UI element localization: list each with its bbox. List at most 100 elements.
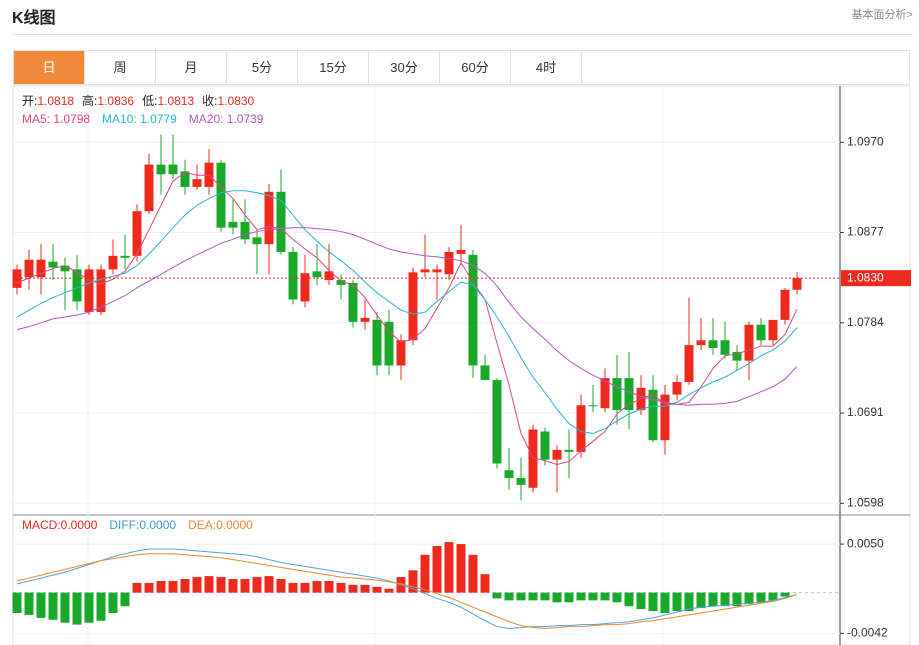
macd-bar: [48, 592, 58, 620]
macd-bar: [420, 554, 430, 593]
macd-bar: [648, 592, 658, 612]
candle-body: [768, 319, 778, 341]
last-price-box: [841, 270, 911, 287]
period-tabs: 日周月 5分 15分 30分 60分 4时: [13, 50, 910, 85]
macd-bar: [12, 592, 22, 613]
ma-info-item: MA20: 1.0739: [189, 112, 264, 126]
macd-bar: [372, 586, 382, 593]
candle-body: [456, 250, 466, 254]
macd-bar: [288, 582, 298, 593]
candle-body: [720, 340, 730, 355]
ohlc-info-value: 1.0836: [97, 94, 134, 108]
period-tab[interactable]: 30分: [369, 51, 440, 84]
candle-body: [468, 254, 478, 366]
ma-line: [16, 171, 798, 465]
candle-body: [216, 162, 226, 228]
macd-bar: [768, 592, 778, 601]
header-rule: [12, 34, 913, 35]
period-tab[interactable]: 日: [14, 51, 85, 84]
macd-bar: [624, 592, 634, 607]
candle-body: [192, 179, 202, 187]
macd-bar: [276, 579, 286, 593]
macd-bar: [744, 592, 754, 605]
candle-body: [420, 269, 430, 273]
candle-body: [276, 191, 286, 252]
ohlc-info: 开:1.0818 高:1.0836 低:1.0813 收:1.0830: [22, 93, 255, 108]
macd-line: [16, 553, 798, 630]
macd-info: MACD:0.0000 DIFF:0.0000 DEA:0.0000: [22, 518, 253, 532]
candle-body: [708, 340, 718, 349]
candle-body: [408, 272, 418, 341]
candle-body: [516, 478, 526, 485]
macd-bar: [84, 592, 94, 623]
candle-body: [24, 259, 34, 278]
candle-body: [132, 211, 142, 256]
period-tab[interactable]: 15分: [298, 51, 369, 84]
candle-body: [168, 164, 178, 175]
candle-body: [180, 171, 190, 187]
macd-bar: [708, 592, 718, 607]
macd-bar: [384, 588, 394, 593]
macd-bar: [156, 580, 166, 593]
y-tick-label: -0.0042: [847, 626, 888, 640]
macd-bar: [348, 584, 358, 593]
candle-body: [600, 378, 610, 409]
candle-body: [612, 378, 622, 411]
macd-bar: [132, 582, 142, 593]
last-price-label: 1.0830: [847, 270, 884, 284]
macd-bar: [324, 580, 334, 593]
fundamental-link[interactable]: 基本面分析>: [851, 9, 913, 21]
candle-body: [48, 261, 58, 268]
macd-bar: [576, 592, 586, 601]
candle-body: [156, 164, 166, 175]
candle-body: [336, 280, 346, 285]
candle-body: [528, 429, 538, 488]
candle-body: [84, 269, 94, 313]
period-tab[interactable]: 5分: [227, 51, 298, 84]
macd-bar: [120, 592, 130, 607]
period-tab[interactable]: 4时: [511, 51, 582, 84]
period-tab[interactable]: 周: [85, 51, 156, 84]
macd-bar: [180, 579, 190, 593]
macd-bar: [504, 592, 514, 601]
ohlc-info-label: 开:: [22, 94, 37, 108]
macd-bar: [216, 577, 226, 593]
y-tick-label: 1.0970: [847, 134, 884, 148]
candle-body: [96, 269, 106, 313]
candle-body: [684, 345, 694, 382]
ma-info-item: MA10: 1.0779: [102, 112, 177, 126]
candle-body: [492, 380, 502, 464]
macd-bar: [672, 592, 682, 612]
macd-bar: [480, 574, 490, 593]
macd-bar: [468, 554, 478, 593]
ma-info-item: MA5: 1.0798: [22, 112, 90, 126]
macd-bar: [588, 592, 598, 601]
page-title: K线图: [12, 10, 56, 27]
macd-bar: [600, 592, 610, 601]
macd-bar: [36, 592, 46, 618]
macd-bar: [516, 592, 526, 601]
period-tab[interactable]: 月: [156, 51, 227, 84]
y-tick-label: 0.0050: [847, 536, 884, 550]
ohlc-info-label: 低:: [142, 94, 157, 108]
ohlc-info-value: 1.0818: [37, 94, 74, 108]
macd-bar: [720, 592, 730, 607]
macd-bar: [144, 582, 154, 593]
macd-bar: [732, 592, 742, 607]
ma-line: [16, 227, 798, 406]
y-tick-label: 1.0691: [847, 405, 884, 419]
macd-bar: [72, 592, 82, 625]
macd-bar: [540, 592, 550, 601]
macd-line: [16, 548, 798, 630]
candle-body: [396, 340, 406, 366]
macd-bar: [192, 577, 202, 593]
candle-body: [240, 221, 250, 240]
candle-body: [672, 381, 682, 395]
candle-body: [108, 255, 118, 270]
macd-bar: [432, 546, 442, 593]
candle-body: [348, 283, 358, 322]
candle-body: [648, 389, 658, 441]
macd-info-item: MACD:0.0000: [22, 518, 98, 532]
period-tab[interactable]: 60分: [440, 51, 511, 84]
